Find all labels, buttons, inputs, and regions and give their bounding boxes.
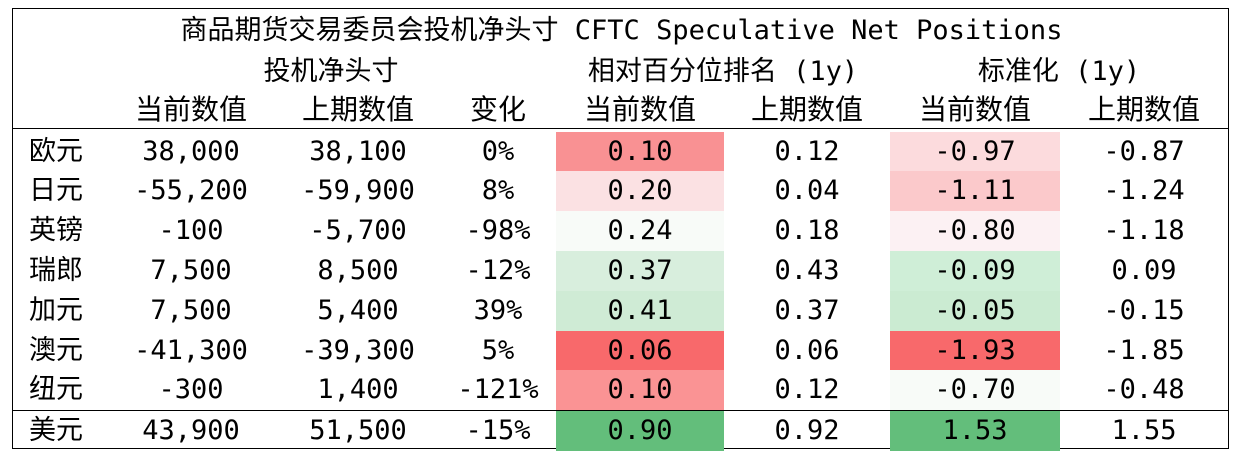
table-cell: 0.12 — [774, 136, 840, 167]
table-cell: -59,900 — [301, 175, 415, 206]
column-header-2: 变化 — [469, 93, 526, 126]
table-cell: 0.06 — [556, 331, 724, 371]
table-cell: -15% — [465, 415, 531, 446]
column-group-0: 投机净头寸 — [263, 56, 399, 87]
table-cell: 7,500 — [150, 255, 232, 286]
table-cell: -1.11 — [890, 171, 1060, 211]
table-cell: -1.18 — [1103, 215, 1185, 246]
table-cell: 0.10 — [556, 132, 724, 172]
table-cell: -0.97 — [890, 132, 1060, 172]
table-cell: 0.04 — [774, 175, 840, 206]
table-cell: 0.43 — [774, 255, 840, 286]
table-cell: -100 — [158, 215, 224, 246]
table-cell: 0.10 — [556, 370, 724, 410]
table-cell: 0.41 — [556, 291, 724, 331]
column-group-1: 相对百分位排名 (1y) — [587, 56, 859, 87]
table-cell: 1.55 — [1111, 415, 1177, 446]
table-cell: -12% — [465, 255, 531, 286]
column-header-3: 当前数值 — [583, 93, 696, 126]
row-label: 美元 — [29, 415, 83, 446]
table-cell: 1,400 — [317, 374, 399, 405]
table-cell: 0.18 — [774, 215, 840, 246]
table-cell: -39,300 — [301, 335, 415, 366]
table-cell: -98% — [465, 215, 531, 246]
table-cell: 0.09 — [1111, 255, 1177, 286]
table-cell: 0.06 — [774, 335, 840, 366]
table-cell: -0.15 — [1103, 295, 1185, 326]
total-divider — [12, 410, 1229, 411]
table-cell: -0.48 — [1103, 374, 1185, 405]
table-cell: -0.70 — [890, 370, 1060, 410]
table-cell: -121% — [457, 374, 539, 405]
table-cell: -5,700 — [309, 215, 407, 246]
table-cell: -0.87 — [1103, 136, 1185, 167]
table-cell: 38,000 — [142, 136, 240, 167]
table-cell: 0.90 — [556, 411, 724, 451]
table-cell: -300 — [158, 374, 224, 405]
column-group-2: 标准化 (1y) — [977, 56, 1141, 87]
table-cell: -1.24 — [1103, 175, 1185, 206]
table-cell: 0.92 — [774, 415, 840, 446]
table-cell: 5% — [481, 335, 515, 366]
row-label: 瑞郎 — [29, 255, 83, 286]
table-cell: -0.05 — [890, 291, 1060, 331]
table-cell: 39% — [473, 295, 523, 326]
column-header-0: 当前数值 — [134, 93, 247, 126]
table-cell: -1.85 — [1103, 335, 1185, 366]
table-cell: 43,900 — [142, 415, 240, 446]
table-cell: 8% — [481, 175, 515, 206]
table-cell: -1.93 — [890, 331, 1060, 371]
table-cell: -0.09 — [890, 251, 1060, 291]
table-cell: 38,100 — [309, 136, 407, 167]
table-cell: 51,500 — [309, 415, 407, 446]
column-header-4: 上期数值 — [750, 93, 863, 126]
table-cell: 0% — [481, 136, 515, 167]
column-header-6: 上期数值 — [1087, 93, 1200, 126]
row-label: 英镑 — [29, 215, 83, 246]
table-cell: 0.24 — [556, 211, 724, 251]
table-cell: 1.53 — [890, 411, 1060, 451]
table-cell: 0.37 — [774, 295, 840, 326]
table-cell: 7,500 — [150, 295, 232, 326]
column-header-5: 当前数值 — [918, 93, 1031, 126]
row-label: 日元 — [29, 175, 83, 206]
table-cell: -55,200 — [134, 175, 248, 206]
column-header-1: 上期数值 — [301, 93, 414, 126]
row-label: 欧元 — [29, 136, 83, 167]
header-divider — [12, 128, 1229, 129]
row-label: 澳元 — [29, 335, 83, 366]
table-cell: 0.37 — [556, 251, 724, 291]
table-cell: -41,300 — [134, 335, 248, 366]
table-cell: 0.20 — [556, 171, 724, 211]
table-cell: 8,500 — [317, 255, 399, 286]
table-cell: 0.12 — [774, 374, 840, 405]
table-cell: -0.80 — [890, 211, 1060, 251]
row-label: 纽元 — [29, 374, 83, 405]
row-label: 加元 — [29, 295, 83, 326]
table-title: 商品期货交易委员会投机净头寸 CFTC Speculative Net Posi… — [180, 15, 1063, 46]
table-cell: 5,400 — [317, 295, 399, 326]
